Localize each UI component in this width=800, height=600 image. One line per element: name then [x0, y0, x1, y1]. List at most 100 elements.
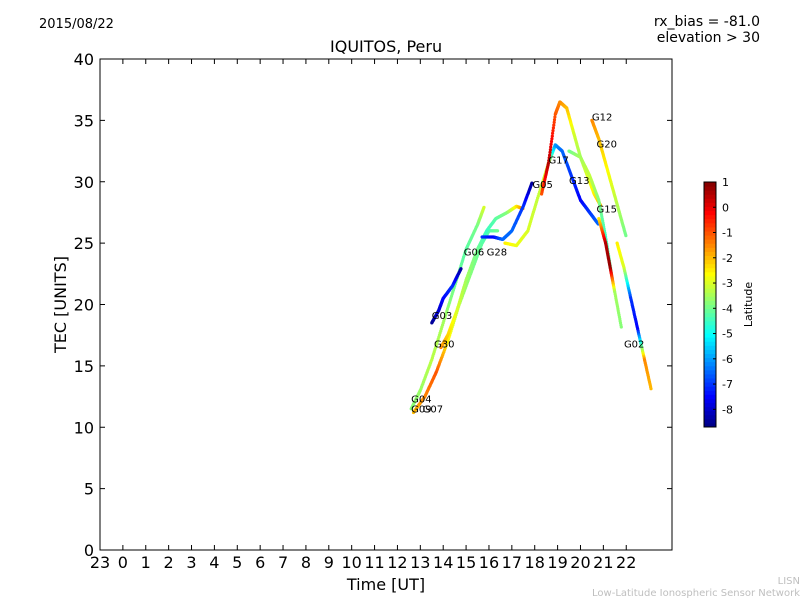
data-point-g13: [550, 137, 554, 141]
satellite-label-g12: G12: [592, 112, 612, 123]
satellite-label-g05: G05: [532, 180, 552, 191]
x-tick-label: 15: [456, 553, 476, 572]
colorbar-band: [704, 288, 716, 293]
colorbar-band: [704, 198, 716, 203]
colorbar-band: [704, 418, 716, 424]
colorbar-frame: [703, 181, 717, 428]
colorbar-tick-label: -8: [722, 403, 733, 416]
data-point-g13: [547, 159, 551, 163]
x-tick-label: 22: [616, 553, 636, 572]
satellite-label-g04: G04: [411, 395, 431, 406]
colorbar-band: [704, 296, 716, 301]
chart-title: IQUITOS, Peru: [330, 37, 443, 56]
colorbar-band: [704, 337, 716, 342]
data-point-g03: [459, 267, 463, 271]
x-axis-label: Time [UT]: [346, 575, 425, 594]
satellite-label-g02: G02: [624, 339, 644, 350]
x-tick-label: 20: [570, 553, 590, 572]
x-tick-label: 23: [90, 553, 110, 572]
colorbar-band: [704, 194, 716, 199]
data-point-g13: [550, 134, 554, 138]
x-tick-label: 8: [301, 553, 311, 572]
y-tick-label: 20: [74, 296, 94, 315]
x-tick-label: 19: [547, 553, 567, 572]
data-point-g13: [553, 115, 557, 119]
date-label: 2015/08/22: [39, 17, 114, 32]
colorbar-tick-label: 0: [722, 201, 729, 214]
colorbar-band: [704, 378, 716, 383]
x-tick-label: 13: [410, 553, 430, 572]
colorbar-band: [704, 329, 716, 334]
data-point-g13: [546, 161, 551, 165]
colorbar-band: [704, 190, 716, 195]
x-tick-label: 3: [186, 553, 196, 572]
colorbar-band: [704, 292, 716, 297]
x-tick-label: 4: [209, 553, 219, 572]
colorbar-band: [704, 304, 716, 310]
credit-long: Low-Latitude Ionospheric Sensor Network: [592, 588, 800, 599]
colorbar-band: [704, 308, 716, 314]
colorbar-label: Latitude: [742, 282, 755, 328]
data-point-g13: [548, 148, 553, 152]
x-tick-label: 1: [141, 553, 151, 572]
rx-bias-label: rx_bias = -81.0: [653, 14, 760, 30]
colorbar-band: [704, 382, 716, 387]
colorbar-band: [704, 406, 716, 412]
data-point-g28: [496, 229, 500, 233]
x-tick-label: 11: [364, 553, 384, 572]
colorbar-band: [704, 349, 716, 354]
data-point-g06: [482, 205, 486, 209]
y-tick-label: 5: [84, 480, 94, 499]
colorbar-band: [704, 345, 716, 350]
colorbar-tick-label: -4: [722, 302, 733, 315]
colorbar-band: [704, 324, 716, 330]
colorbar-band: [704, 369, 716, 375]
colorbar-tick-label: -6: [722, 353, 733, 366]
data-point-g13: [552, 123, 556, 127]
colorbar-band: [704, 422, 716, 428]
x-tick-label: 14: [433, 553, 453, 572]
colorbar-tick-label: -5: [722, 328, 733, 341]
data-point-g13: [551, 126, 556, 130]
x-tick-label: 6: [255, 553, 265, 572]
x-tick-label: 5: [232, 553, 242, 572]
colorbar-band: [704, 341, 716, 346]
satellite-label-g03: G03: [432, 311, 452, 322]
satellite-label-g06: G06: [464, 247, 484, 258]
x-tick-label: 10: [342, 553, 362, 572]
colorbar-band: [704, 414, 716, 420]
colorbar: 1 0 -1 -2 -3 -4 -5 -6 -7 -8 Latitude: [703, 176, 755, 428]
satellite-label-g09: G09: [411, 405, 431, 416]
y-tick-label: 35: [74, 111, 94, 130]
credit-short: LISN: [777, 576, 800, 587]
colorbar-band: [704, 280, 716, 285]
colorbar-band: [704, 361, 716, 367]
colorbar-band: [704, 333, 716, 338]
satellite-label-g13: G13: [569, 176, 589, 187]
data-point-g05: [530, 181, 534, 185]
data-point-g13: [548, 153, 552, 157]
colorbar-band: [704, 263, 716, 269]
colorbar-band: [704, 275, 716, 281]
colorbar-band: [704, 255, 716, 261]
data-point-g13: [552, 120, 556, 124]
satellite-label-g28: G28: [487, 247, 507, 258]
data-point-g13: [551, 131, 555, 135]
x-tick-label: 12: [387, 553, 407, 572]
data-point-g12: [624, 234, 628, 238]
data-point-g15: [619, 325, 623, 329]
colorbar-band: [704, 402, 716, 408]
colorbar-band: [704, 206, 716, 212]
plot-frame: [99, 58, 673, 551]
colorbar-band: [704, 353, 716, 359]
y-tick-label: 15: [74, 357, 94, 376]
colorbar-band: [704, 394, 716, 399]
colorbar-band: [704, 214, 716, 220]
colorbar-band: [704, 271, 716, 277]
colorbar-band: [704, 300, 716, 305]
colorbar-tick-label: -7: [722, 378, 733, 391]
colorbar-band: [704, 186, 716, 191]
satellite-label-g20: G20: [596, 139, 616, 150]
